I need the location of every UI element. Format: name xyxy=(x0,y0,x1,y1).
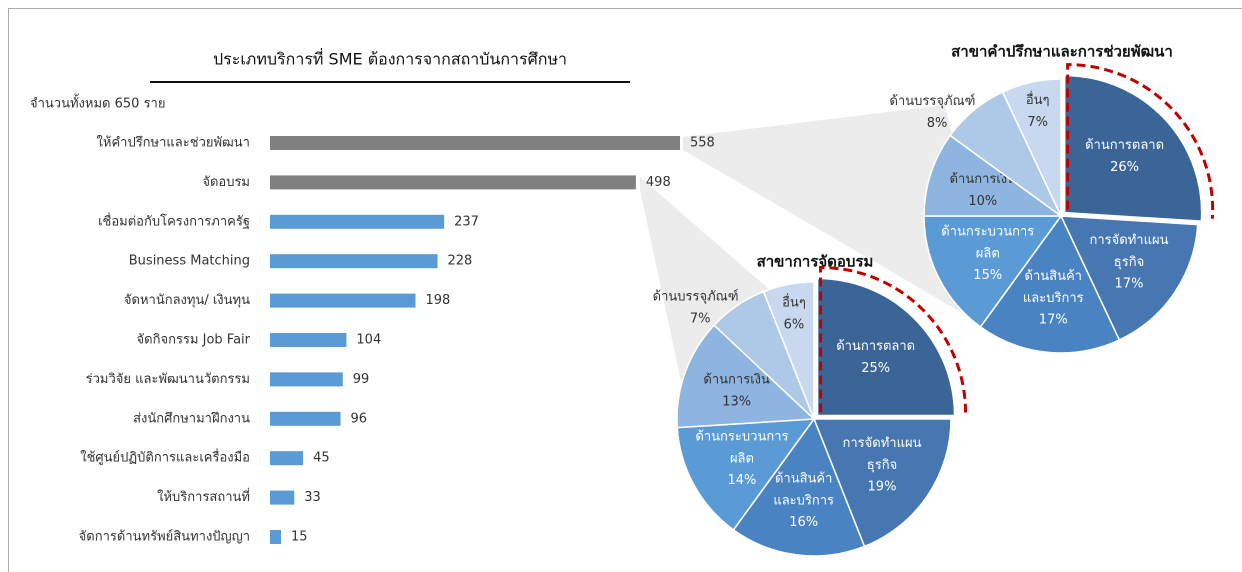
subtitle: จำนวนทั้งหมด 650 ราย xyxy=(30,94,165,112)
slice-value: 25% xyxy=(861,361,890,376)
slice-label: อื่นๆ xyxy=(1026,91,1050,108)
connector xyxy=(683,105,1000,335)
bar xyxy=(270,372,343,387)
slice-value: 19% xyxy=(868,480,897,495)
bar xyxy=(270,136,680,150)
connector xyxy=(640,177,770,470)
slice-value: 13% xyxy=(722,395,751,410)
pie-slice xyxy=(812,418,952,548)
bar xyxy=(270,214,445,229)
frame xyxy=(8,8,1242,572)
bar xyxy=(270,293,416,308)
pie-slice xyxy=(979,214,1121,354)
value-label: 198 xyxy=(425,293,450,308)
slice-value: 26% xyxy=(1110,160,1139,175)
slice-label: การจัดทำแผนธุรกิจ xyxy=(1090,233,1169,270)
slice-value: 17% xyxy=(1115,277,1144,292)
bar xyxy=(270,411,341,426)
pie-slice xyxy=(732,417,866,557)
pie-title: สาขาการจัดอบรม xyxy=(757,253,874,271)
category-label: จัดอบรม xyxy=(202,175,250,190)
slice-value: 17% xyxy=(1039,312,1068,327)
bar xyxy=(270,254,438,269)
slice-value: 10% xyxy=(968,194,997,209)
category-label: เชื่อมต่อกับโครงการภาครัฐ xyxy=(98,212,250,229)
bar xyxy=(270,451,304,466)
pie-slice xyxy=(1059,215,1199,341)
slice-value: 7% xyxy=(690,311,711,326)
slice-label: ด้านกระบวนการผลิต xyxy=(941,224,1034,261)
value-label: 237 xyxy=(454,214,479,229)
slice-label: ด้านการเงิน xyxy=(703,373,770,388)
slice-label: ด้านบรรจุภัณฑ์ xyxy=(890,93,976,109)
slice-value: 15% xyxy=(973,268,1002,283)
slice-label: ด้านการตลาด xyxy=(836,339,915,354)
pie-title: สาขาคำปรึกษาและการช่วยพัฒนา xyxy=(951,43,1173,61)
value-label: 99 xyxy=(353,372,370,387)
slice-label: ด้านกระบวนการผลิต xyxy=(695,429,788,466)
category-label: ส่งนักศึกษามาฝึกงาน xyxy=(133,411,250,426)
bar xyxy=(270,530,282,544)
value-label: 558 xyxy=(690,136,715,151)
category-label: ให้คำปรึกษาและช่วยพัฒนา xyxy=(97,135,250,151)
slice-label: ด้านการตลาด xyxy=(1085,138,1164,153)
pie-slice xyxy=(923,134,1064,217)
slice-value: 6% xyxy=(784,318,805,333)
pie-slice xyxy=(923,215,1063,328)
value-label: 96 xyxy=(351,411,368,426)
category-label: ให้บริการสถานที่ xyxy=(157,488,250,505)
pie-slice xyxy=(676,324,816,429)
category-label: ใช้ศูนย์ปฏิบัติการและเครื่องมือ xyxy=(80,449,250,466)
pie-slice xyxy=(762,281,815,420)
slice-label: ด้านสินค้าและบริการ xyxy=(773,471,834,508)
highlight-outline xyxy=(1066,63,1215,219)
slice-value: 16% xyxy=(789,515,818,530)
category-label: จัดหานักลงทุน/ เงินทุน xyxy=(124,293,250,308)
slice-value: 8% xyxy=(927,116,948,131)
slice-value: 14% xyxy=(728,473,757,488)
pie-slice xyxy=(816,277,956,417)
value-label: 498 xyxy=(646,175,671,190)
bar xyxy=(270,333,347,347)
pie-slice xyxy=(1063,74,1203,222)
slice-label: ด้านสินค้าและบริการ xyxy=(1023,268,1084,305)
pie-slice xyxy=(676,418,816,531)
category-label: Business Matching xyxy=(129,254,250,269)
value-label: 45 xyxy=(313,451,330,466)
chart-title: ประเภทบริการที่ SME ต้องการจากสถาบันการศ… xyxy=(213,48,567,69)
category-label: จัดกิจกรรม Job Fair xyxy=(137,333,251,348)
value-label: 15 xyxy=(291,530,308,545)
slice-label: การจัดทำแผนธุรกิจ xyxy=(843,436,922,473)
category-label: ร่วมวิจัย และพัฒนานวัตกรรม xyxy=(86,372,250,387)
slice-label: ด้านบรรจุภัณฑ์ xyxy=(653,288,739,304)
bar xyxy=(270,175,636,190)
highlight-outline xyxy=(819,265,968,413)
slice-label: ด้านการเงิน xyxy=(950,172,1017,187)
category-label: จัดการด้านทรัพย์สินทางปัญญา xyxy=(79,529,250,545)
slice-value: 7% xyxy=(1027,115,1048,130)
value-label: 228 xyxy=(448,254,473,269)
bar xyxy=(270,490,295,505)
pie-slice xyxy=(1001,78,1062,217)
value-label: 33 xyxy=(304,490,321,505)
value-label: 104 xyxy=(356,333,381,348)
slice-label: อื่นๆ xyxy=(782,294,806,311)
